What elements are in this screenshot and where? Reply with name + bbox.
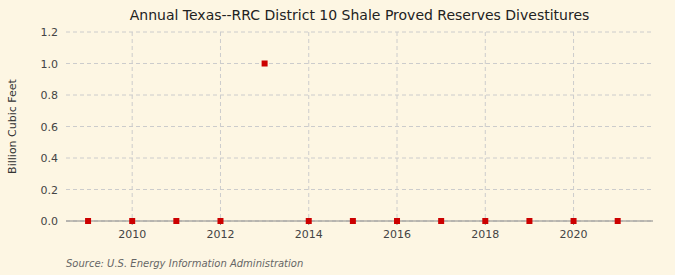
x-tick-label: 2016	[383, 228, 411, 241]
source: Source: U.S. Energy Information Administ…	[66, 258, 303, 269]
grid-line-y	[66, 95, 653, 96]
grid-line-x	[573, 32, 574, 221]
grid	[66, 32, 653, 221]
point	[173, 218, 179, 224]
y-tick-label: 0.4	[41, 152, 59, 165]
grid-line-x	[132, 32, 133, 221]
point	[217, 218, 223, 224]
point	[350, 218, 356, 224]
point	[482, 218, 488, 224]
point	[85, 218, 91, 224]
point	[262, 61, 268, 67]
x-tick-label: 2012	[206, 228, 234, 241]
grid-line-x	[485, 32, 486, 221]
x-tick-label: 2020	[560, 228, 588, 241]
y-tick-label: 1.0	[41, 58, 59, 71]
point	[526, 218, 532, 224]
grid-line-y	[66, 32, 653, 33]
y-tick-label: 0.2	[41, 184, 59, 197]
grid-line-y	[66, 221, 653, 222]
point	[394, 218, 400, 224]
grid-line-y	[66, 189, 653, 190]
grid-line-y	[66, 158, 653, 159]
x-tick-label: 2018	[471, 228, 499, 241]
x-tick-label: 2010	[118, 228, 146, 241]
x-tick-label: 2014	[295, 228, 323, 241]
grid-line-x	[308, 32, 309, 221]
grid-line-x	[220, 32, 221, 221]
point	[438, 218, 444, 224]
chart: Annual Texas--RRC District 10 Shale Prov…	[0, 0, 675, 275]
grid-line-x	[397, 32, 398, 221]
x-axis-line	[66, 221, 653, 222]
y-tick-label: 1.2	[41, 26, 59, 39]
points	[85, 61, 621, 225]
y-tick-label: 0.6	[41, 121, 59, 134]
point	[615, 218, 621, 224]
y-tick-label: 0.0	[41, 215, 59, 228]
grid-line-y	[66, 63, 653, 64]
point	[129, 218, 135, 224]
y-tick-label: 0.8	[41, 89, 59, 102]
point	[571, 218, 577, 224]
title: Annual Texas--RRC District 10 Shale Prov…	[130, 7, 590, 23]
grid-line-y	[66, 126, 653, 127]
y-axis-label: Billion Cubic Feet	[6, 78, 19, 173]
point	[306, 218, 312, 224]
